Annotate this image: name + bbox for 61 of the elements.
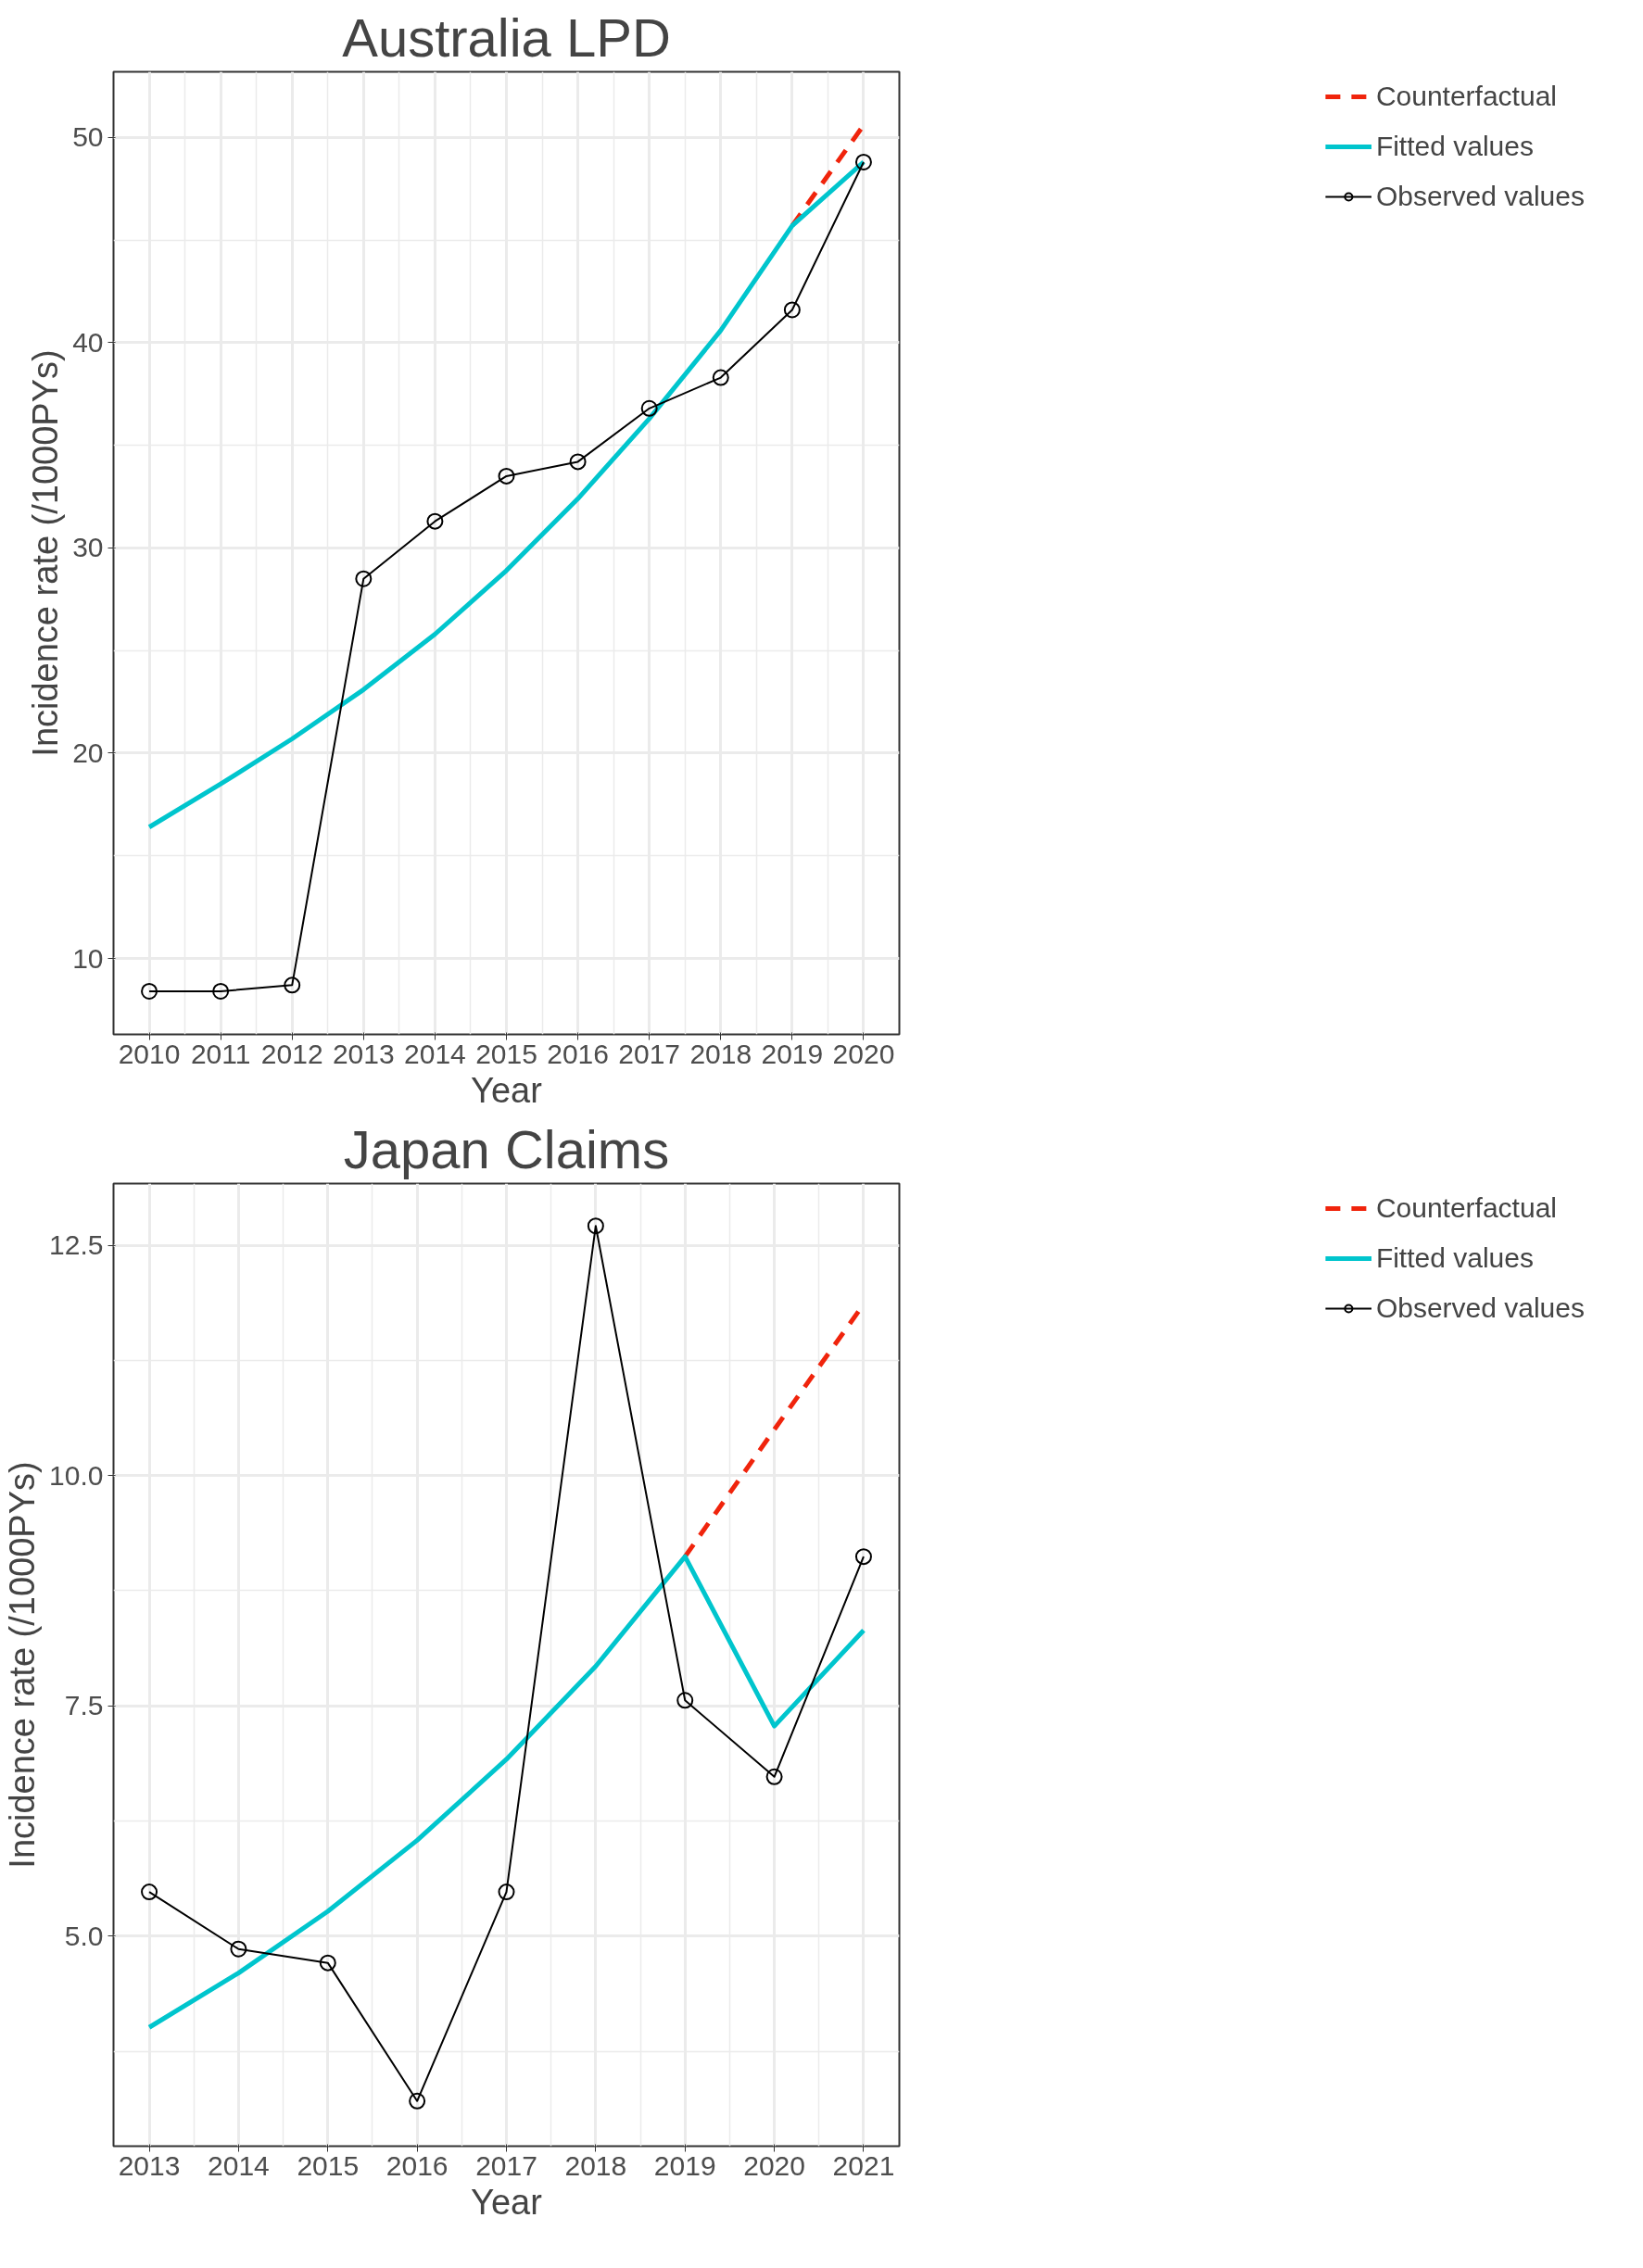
point bbox=[141, 982, 158, 1000]
legend-label: Fitted values bbox=[1375, 131, 1534, 162]
point bbox=[355, 570, 373, 587]
x-tick-label: 2017 bbox=[618, 1038, 681, 1069]
point bbox=[712, 369, 729, 386]
legend-label: Counterfactual bbox=[1375, 81, 1557, 112]
x-tick-label: 2014 bbox=[404, 1038, 466, 1069]
x-tick-label: 2019 bbox=[761, 1038, 824, 1069]
point bbox=[640, 399, 658, 417]
y-tick-label: 10.0 bbox=[49, 1459, 104, 1491]
chart-title: Japan Claims bbox=[343, 1118, 670, 1179]
legend-label: Observed values bbox=[1375, 181, 1585, 212]
chart-title: Australia LPD bbox=[342, 6, 671, 68]
legend-label: Observed values bbox=[1375, 1292, 1585, 1324]
x-tick-label: 2013 bbox=[118, 2149, 181, 2181]
x-axis-title: Year bbox=[471, 1070, 543, 1110]
point bbox=[783, 301, 801, 319]
x-tick-label: 2011 bbox=[190, 1038, 251, 1069]
point bbox=[854, 1548, 872, 1566]
point bbox=[230, 1940, 247, 1958]
point bbox=[569, 453, 587, 471]
x-tick-label: 2015 bbox=[297, 2149, 360, 2181]
x-tick-label: 2012 bbox=[260, 1038, 323, 1069]
point bbox=[498, 467, 515, 485]
point bbox=[284, 976, 301, 994]
point bbox=[212, 982, 230, 1000]
x-tick-label: 2014 bbox=[208, 2149, 270, 2181]
x-tick-label: 2018 bbox=[564, 2149, 627, 2181]
x-tick-label: 2016 bbox=[547, 1038, 609, 1069]
y-tick-label: 12.5 bbox=[49, 1229, 104, 1261]
x-axis-title: Year bbox=[471, 2182, 543, 2222]
y-tick-label: 50 bbox=[72, 121, 104, 153]
point bbox=[319, 1954, 336, 1972]
point bbox=[409, 2092, 426, 2110]
y-tick-label: 20 bbox=[72, 737, 104, 768]
x-tick-label: 2019 bbox=[653, 2149, 716, 2181]
point bbox=[676, 1692, 694, 1709]
point bbox=[854, 153, 872, 170]
legend-label: Fitted values bbox=[1375, 1242, 1534, 1274]
legend-label: Counterfactual bbox=[1375, 1192, 1557, 1224]
x-tick-label: 2018 bbox=[689, 1038, 752, 1069]
y-tick-label: 7.5 bbox=[64, 1690, 104, 1721]
x-tick-label: 2017 bbox=[475, 2149, 537, 2181]
point bbox=[426, 512, 444, 530]
x-tick-label: 2015 bbox=[475, 1038, 537, 1069]
y-tick-label: 10 bbox=[72, 942, 104, 974]
point bbox=[498, 1884, 515, 1901]
y-tick-label: 40 bbox=[72, 326, 104, 358]
y-tick-label: 5.0 bbox=[64, 1920, 104, 1951]
x-tick-label: 2016 bbox=[385, 2149, 449, 2181]
point bbox=[141, 1884, 158, 1901]
x-tick-label: 2013 bbox=[332, 1038, 395, 1069]
x-tick-label: 2020 bbox=[743, 2149, 805, 2181]
x-tick-label: 2021 bbox=[832, 2149, 895, 2181]
point bbox=[765, 1768, 783, 1785]
y-axis-title: Incidence rate (/1000PYs) bbox=[3, 1461, 43, 1869]
x-tick-label: 2010 bbox=[118, 1038, 181, 1069]
point bbox=[587, 1217, 604, 1235]
y-axis-title: Incidence rate (/1000PYs) bbox=[26, 349, 66, 757]
y-tick-label: 30 bbox=[72, 532, 104, 563]
x-tick-label: 2020 bbox=[832, 1038, 895, 1069]
